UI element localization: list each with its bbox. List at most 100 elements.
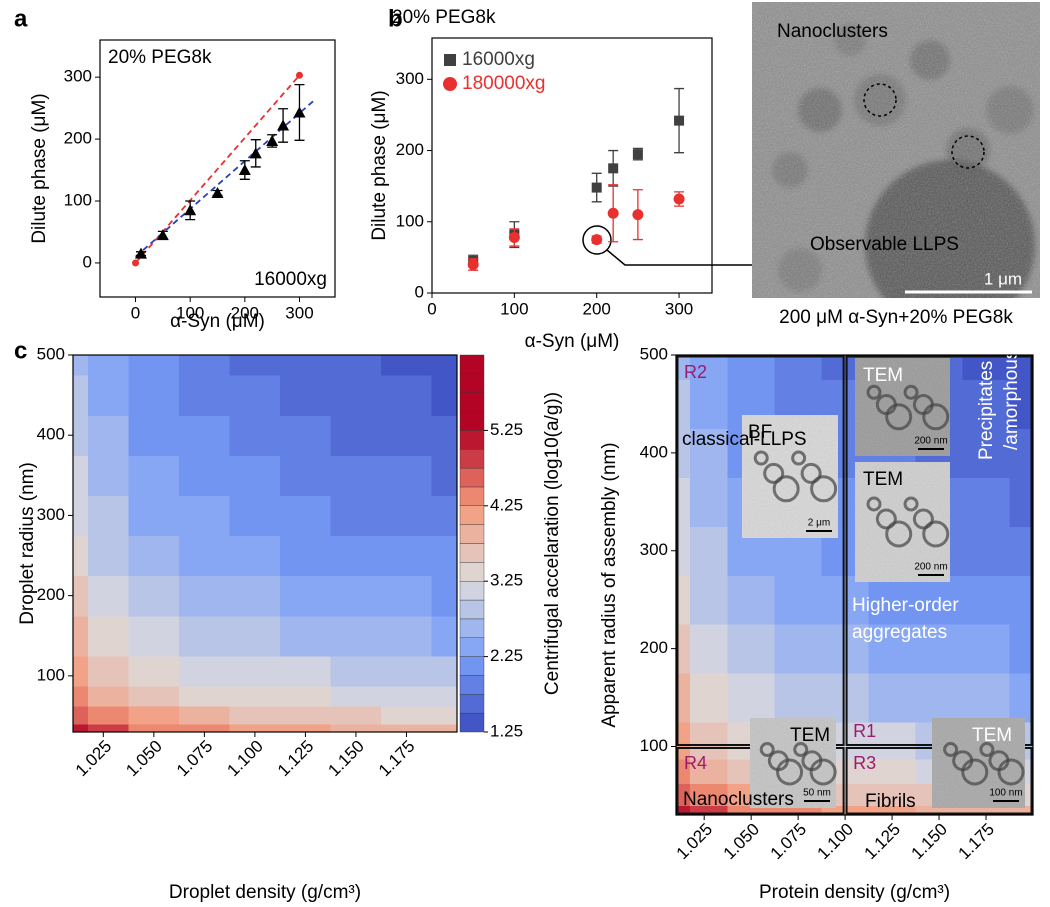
annotation: Higher-order xyxy=(852,595,959,616)
contour-cell xyxy=(431,375,458,416)
x-tick-label: 1.100 xyxy=(814,820,858,864)
contour-cell xyxy=(1009,355,1034,381)
annotation: aggregates xyxy=(852,622,947,643)
contour-cell xyxy=(128,723,180,733)
inset-texture xyxy=(855,462,950,582)
chart-title: 20% PEG8k xyxy=(392,7,496,28)
contour-cell xyxy=(280,415,332,456)
contour-cell xyxy=(88,455,130,496)
contour-cell xyxy=(962,477,1011,527)
colorbar-band xyxy=(459,618,485,638)
contour-cell xyxy=(128,575,180,617)
point xyxy=(156,229,169,241)
contour-cell xyxy=(280,495,332,537)
annotation: Nanoclusters xyxy=(683,789,794,810)
contour-cell xyxy=(690,722,729,760)
contour-cell xyxy=(128,615,180,657)
point xyxy=(467,259,479,271)
colorbar-band xyxy=(459,675,485,695)
contour-cell xyxy=(868,673,917,723)
x-tick-label: 0 xyxy=(131,303,140,322)
contour-cell xyxy=(280,615,332,657)
contour-cell xyxy=(88,615,130,657)
y-tick-label: 100 xyxy=(64,190,92,209)
scale-label: 1 μm xyxy=(984,269,1022,288)
contour-cell xyxy=(381,355,433,376)
contour-cell xyxy=(179,655,231,687)
legend-marker xyxy=(443,77,457,91)
contour-cell xyxy=(1009,624,1034,674)
contour-cell xyxy=(179,455,231,496)
colorbar-band xyxy=(459,581,485,601)
x-tick-label: 300 xyxy=(665,299,693,318)
contour-cell xyxy=(73,455,89,496)
highlight-circle xyxy=(582,225,612,255)
contour-cell xyxy=(229,495,281,537)
contour-cell xyxy=(727,355,776,381)
x-tick-label: 1.125 xyxy=(274,737,318,781)
contour-cell xyxy=(381,415,433,456)
contour-cell xyxy=(676,355,691,381)
contour-cell xyxy=(179,685,231,707)
y-tick-label: 0 xyxy=(415,282,424,301)
region-label: R3 xyxy=(853,753,876,773)
contour-cell xyxy=(962,624,1011,674)
contour-cell xyxy=(1009,575,1034,625)
x-tick-label: 0 xyxy=(427,299,436,318)
colorbar-tick-label: 3.25 xyxy=(490,571,523,590)
annotation: classical-LLPS xyxy=(682,429,807,450)
contour-cell xyxy=(690,673,729,723)
contour-cell xyxy=(676,783,691,806)
contour-cell xyxy=(73,495,89,537)
contour-cell xyxy=(229,415,281,456)
contour-cell xyxy=(88,685,130,707)
scale-label: 2 μm xyxy=(808,518,830,529)
x-tick-label: 1.150 xyxy=(324,737,368,781)
contour-cell xyxy=(868,575,917,625)
contour-cell xyxy=(128,375,180,416)
legend-label: 16000xg xyxy=(462,49,535,70)
contour-cell xyxy=(128,495,180,537)
contour-cell xyxy=(179,723,231,733)
contour-cell xyxy=(676,805,691,816)
contour-cell xyxy=(73,685,89,707)
contour-cell xyxy=(179,355,231,376)
colorbar-band xyxy=(459,411,485,431)
plot-frame xyxy=(675,354,1034,816)
y-tick-label: 200 xyxy=(37,585,65,604)
contour-cell xyxy=(88,723,130,733)
contour-cell xyxy=(868,722,917,760)
contour-cell xyxy=(690,624,729,674)
contour-cell xyxy=(73,355,89,376)
contour-cell xyxy=(821,575,870,625)
inset-texture xyxy=(932,718,1025,808)
x-tick-label: 1.175 xyxy=(375,737,419,781)
x-axis-label: Droplet density (g/cm³) xyxy=(169,882,361,903)
contour-cell xyxy=(962,379,1011,430)
contour-cell xyxy=(330,685,382,707)
region-label: R1 xyxy=(853,721,876,741)
region-label: R2 xyxy=(684,362,707,382)
x-tick-label: 1.125 xyxy=(861,820,905,864)
contour-cell xyxy=(128,685,180,707)
colorbar-band xyxy=(459,694,485,714)
contour-cell xyxy=(229,615,281,657)
micro-label: Nanoclusters xyxy=(777,21,888,42)
contour-cell xyxy=(128,655,180,687)
contour-cell xyxy=(179,415,231,456)
contour-cell xyxy=(676,624,691,674)
y-axis-label: Apparent radius of assembly (nm) xyxy=(599,442,620,727)
contour-cell xyxy=(381,655,433,687)
y-tick-label: 500 xyxy=(640,344,668,363)
annotation: /amorphous xyxy=(1001,350,1022,450)
contour-cell xyxy=(330,375,382,416)
inset-label: TEM xyxy=(863,469,903,490)
contour-cell xyxy=(676,758,691,784)
inset-texture xyxy=(855,358,950,456)
contour-cell xyxy=(128,705,180,725)
contour-cell xyxy=(179,375,231,416)
contour-cell xyxy=(431,455,458,496)
y-tick-label: 200 xyxy=(640,638,668,657)
contour-cell xyxy=(431,723,458,733)
colorbar-band xyxy=(459,392,485,412)
